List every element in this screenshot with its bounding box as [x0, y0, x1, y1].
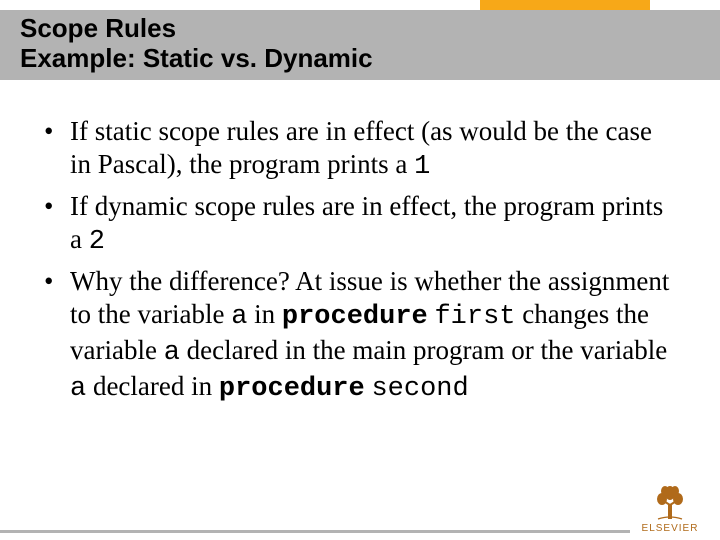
bullet-list: If static scope rules are in effect (as …: [38, 115, 678, 406]
publisher-logo-block: ELSEVIER: [630, 481, 710, 534]
mono-text: 1: [414, 152, 430, 182]
body-text: declared in the main program or the vari…: [180, 335, 667, 365]
body-text: in: [247, 299, 282, 329]
mono-text: a: [70, 374, 86, 404]
mono-text: second: [371, 374, 468, 404]
mono-bold-text: procedure: [282, 302, 428, 332]
mono-text: 2: [89, 227, 105, 257]
slide-title: Scope Rules Example: Static vs. Dynamic: [20, 14, 720, 74]
body-text: If static scope rules are in effect (as …: [70, 116, 652, 179]
bullet-item: If static scope rules are in effect (as …: [38, 115, 678, 184]
publisher-name: ELSEVIER: [630, 523, 710, 534]
body-text: If dynamic scope rules are in effect, th…: [70, 191, 663, 254]
footer-line: [0, 530, 630, 533]
title-line-2: Example: Static vs. Dynamic: [20, 43, 373, 73]
bullet-item: Why the difference? At issue is whether …: [38, 265, 678, 406]
tree-icon: [650, 481, 690, 521]
mono-bold-text: procedure: [219, 374, 365, 404]
body-text: declared in: [86, 371, 219, 401]
slide-body: If static scope rules are in effect (as …: [38, 115, 678, 412]
title-band: Scope Rules Example: Static vs. Dynamic: [0, 10, 720, 80]
slide: Scope Rules Example: Static vs. Dynamic …: [0, 0, 720, 540]
mono-text: first: [434, 302, 515, 332]
mono-text: a: [164, 338, 180, 368]
title-line-1: Scope Rules: [20, 13, 176, 43]
mono-text: a: [231, 302, 247, 332]
bullet-item: If dynamic scope rules are in effect, th…: [38, 190, 678, 259]
